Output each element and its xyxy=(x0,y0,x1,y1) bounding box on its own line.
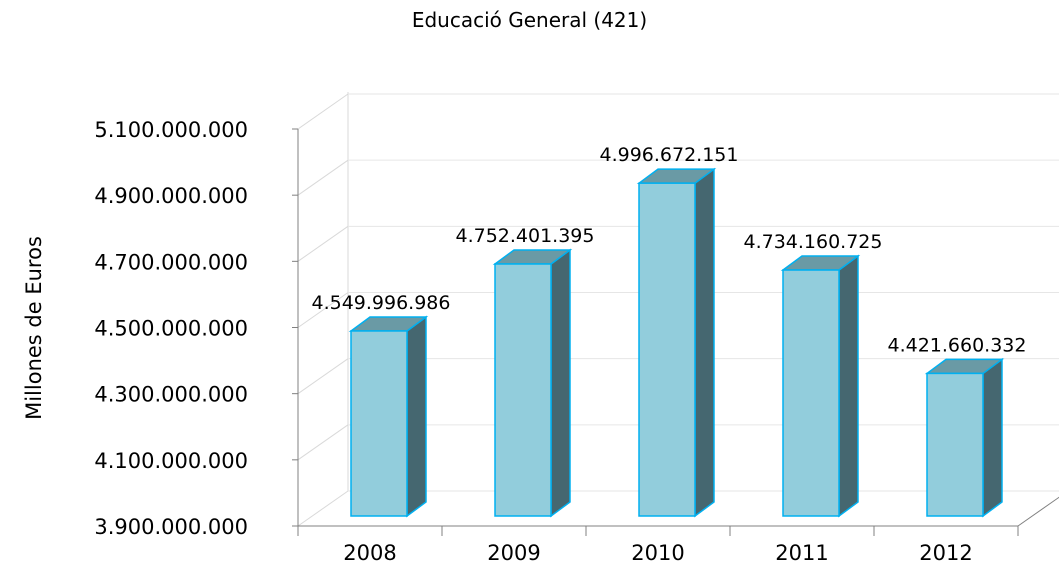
y-tick-label: 4.700.000.000 xyxy=(94,250,248,274)
bar xyxy=(782,269,840,517)
y-tick-label: 5.100.000.000 xyxy=(94,118,248,142)
label-layer: 3.900.000.000 4.100.000.000 4.300.000.000 4… xyxy=(94,118,1026,565)
bar-side xyxy=(550,248,571,518)
bar xyxy=(494,263,552,517)
bar xyxy=(638,182,696,517)
y-tick-label: 4.900.000.000 xyxy=(94,184,248,208)
data-label: 4.752.401.395 xyxy=(455,225,594,247)
y-tick-label: 3.900.000.000 xyxy=(94,515,248,539)
chart-title: Educació General (421) xyxy=(411,8,648,32)
x-tick-label: 2009 xyxy=(487,541,540,565)
gridline-diagonal xyxy=(297,93,349,130)
gridline-diagonal xyxy=(297,159,349,196)
gridline-diagonal xyxy=(297,292,349,328)
bar xyxy=(350,330,408,517)
gridline-diagonal xyxy=(297,424,349,461)
data-label: 4.421.660.332 xyxy=(887,334,1026,356)
data-label: 4.734.160.725 xyxy=(743,231,882,253)
gridline-diagonal xyxy=(297,225,349,262)
bar-side xyxy=(838,254,859,518)
data-label: 4.996.672.151 xyxy=(599,144,738,166)
bar xyxy=(926,372,984,517)
y-tick-label: 4.100.000.000 xyxy=(94,449,248,473)
data-label: 4.549.996.986 xyxy=(311,292,450,314)
axis-layer xyxy=(292,128,1059,536)
y-tick-label: 4.300.000.000 xyxy=(94,383,248,407)
gridline-diagonal xyxy=(297,358,349,395)
bar-side xyxy=(982,357,1003,518)
x-tick-label: 2010 xyxy=(631,541,684,565)
bar-layer xyxy=(348,167,1005,518)
x-tick-label: 2008 xyxy=(343,541,396,565)
bar-side xyxy=(406,315,427,518)
y-tick-label: 4.500.000.000 xyxy=(94,317,248,341)
floor-right-edge xyxy=(1017,496,1059,527)
x-tick-label: 2012 xyxy=(919,541,972,565)
bar-side xyxy=(694,167,715,518)
gridline-diagonal xyxy=(297,490,349,527)
x-tick-label: 2011 xyxy=(775,541,828,565)
